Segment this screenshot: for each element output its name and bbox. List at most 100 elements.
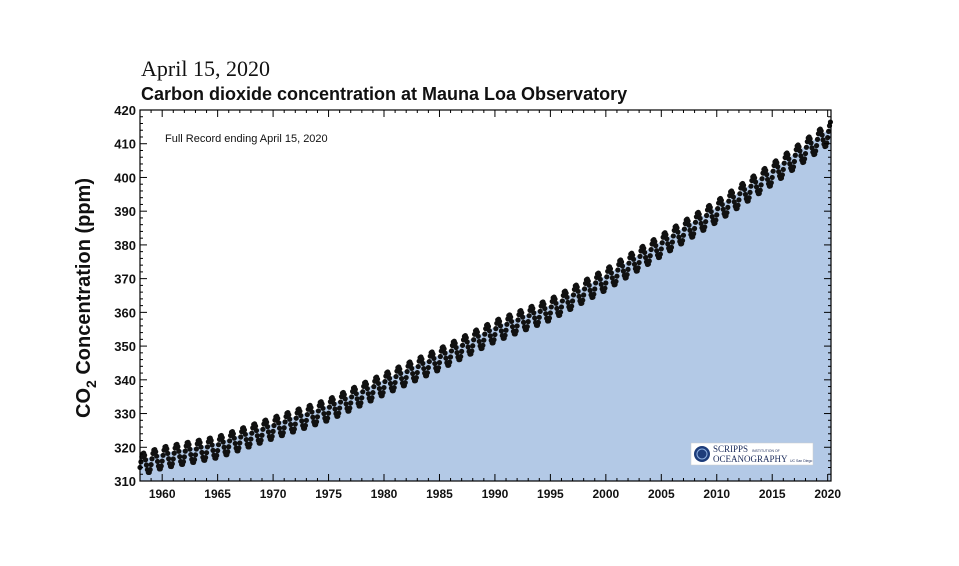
data-point	[715, 206, 721, 212]
data-point	[820, 137, 826, 143]
data-point	[759, 176, 765, 182]
data-point	[687, 227, 693, 233]
data-point	[581, 292, 587, 298]
data-point	[347, 405, 353, 411]
data-point	[414, 369, 420, 376]
data-point	[259, 432, 265, 438]
data-point	[725, 204, 731, 210]
data-point	[646, 258, 652, 264]
data-point	[336, 410, 342, 416]
data-point	[376, 385, 382, 392]
data-point	[419, 356, 425, 362]
logo-line1: SCRIPPS	[713, 444, 748, 454]
data-point	[654, 248, 660, 254]
data-point	[797, 148, 803, 154]
data-point	[764, 176, 771, 183]
data-point	[448, 348, 455, 354]
x-tick-label: 2010	[703, 487, 730, 501]
data-point	[808, 140, 814, 146]
data-point	[485, 323, 492, 330]
data-point	[625, 266, 631, 272]
data-point	[525, 319, 531, 325]
data-point	[199, 449, 205, 456]
data-point	[191, 457, 198, 463]
data-point	[248, 436, 254, 442]
data-point	[232, 440, 238, 447]
data-point	[342, 396, 348, 402]
data-point	[813, 148, 819, 154]
data-point	[803, 144, 810, 150]
data-point	[420, 360, 426, 366]
data-point	[559, 298, 566, 304]
data-point	[424, 370, 431, 376]
data-point	[143, 462, 150, 468]
data-point	[497, 323, 504, 329]
data-point	[735, 202, 741, 208]
data-point	[237, 440, 243, 446]
chart-date: April 15, 2020	[141, 56, 270, 81]
data-point	[520, 314, 526, 320]
x-tick-label: 2000	[592, 487, 619, 501]
data-point	[303, 417, 309, 424]
data-point	[470, 343, 476, 349]
data-point	[432, 360, 438, 367]
data-point	[437, 353, 443, 360]
data-point	[675, 229, 681, 235]
data-point	[148, 462, 154, 468]
data-point	[569, 298, 576, 304]
data-point	[607, 266, 614, 272]
y-tick-label: 340	[114, 373, 136, 388]
data-point	[691, 231, 697, 237]
data-point	[343, 401, 349, 407]
data-point	[353, 391, 359, 397]
data-point	[208, 437, 214, 444]
data-point	[188, 451, 194, 458]
data-point	[758, 182, 764, 188]
data-point	[763, 167, 769, 174]
data-point	[465, 344, 471, 350]
data-point	[192, 452, 199, 458]
data-point	[664, 236, 670, 242]
data-point	[254, 433, 260, 439]
data-point	[198, 444, 204, 450]
data-point	[281, 425, 287, 431]
x-tick-label: 1990	[482, 487, 509, 501]
data-point	[203, 450, 210, 456]
data-point	[275, 415, 281, 422]
data-point	[348, 400, 354, 406]
data-point	[565, 299, 571, 305]
data-point	[341, 391, 347, 398]
data-point	[508, 318, 515, 325]
data-point	[476, 338, 482, 345]
data-point	[596, 272, 602, 278]
data-point	[747, 189, 753, 195]
data-point	[147, 467, 153, 473]
data-point	[558, 304, 565, 310]
data-point	[142, 452, 148, 458]
data-point	[325, 415, 331, 421]
data-point	[337, 399, 344, 405]
data-point	[214, 452, 220, 459]
data-point	[785, 152, 791, 158]
data-point	[403, 374, 409, 381]
data-point	[531, 310, 537, 316]
x-tick-label: 1960	[149, 487, 176, 501]
y-tick-label: 410	[114, 137, 136, 152]
y-tick-label: 400	[114, 170, 136, 185]
data-point	[620, 268, 627, 274]
data-point	[681, 226, 688, 232]
data-point	[369, 395, 375, 401]
data-point	[781, 160, 787, 166]
data-point	[569, 303, 575, 309]
data-point	[787, 161, 793, 167]
data-point	[703, 212, 710, 219]
data-point	[392, 379, 398, 386]
data-point	[514, 323, 520, 329]
data-point	[609, 275, 615, 281]
y-tick-label: 360	[114, 305, 136, 320]
data-point	[292, 421, 298, 427]
x-tick-label: 1965	[204, 487, 231, 501]
data-point	[204, 444, 211, 450]
data-point	[431, 355, 437, 362]
data-point	[663, 232, 669, 238]
